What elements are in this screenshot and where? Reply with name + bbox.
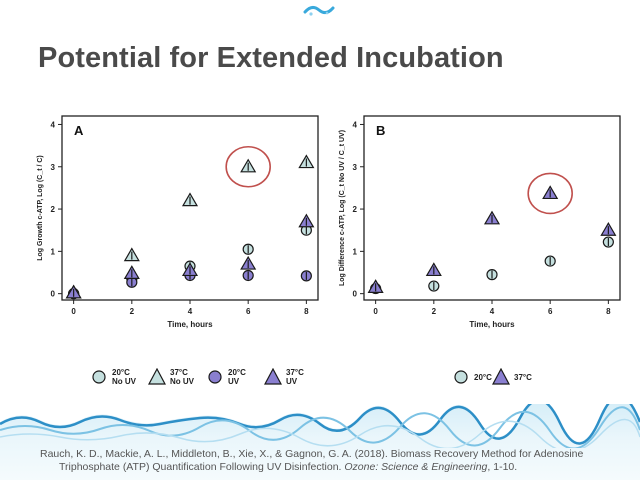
legend-triangle-icon (148, 368, 166, 385)
citation: Rauch, K. D., Mackie, A. L., Middleton, … (40, 448, 620, 474)
legend-a-item: 37°C No UV (148, 368, 194, 386)
legend-triangle-icon (264, 368, 282, 385)
panel-a-highlight-circle (225, 145, 271, 188)
legend-a-label: 20°C No UV (112, 368, 136, 386)
legend-a-label: 20°C UV (228, 368, 246, 386)
panel-b-ylabel: Log Difference c-ATP, Log (C_t No UV / C… (339, 130, 346, 286)
panel-a-xtick-label: 6 (246, 307, 251, 316)
panel-a-xtick-label: 4 (188, 307, 193, 316)
legend-a-label: 37°C No UV (170, 368, 194, 386)
panel-a-ytick-label: 0 (51, 290, 56, 299)
legend-b-label: 20°C (474, 372, 492, 382)
legend-b-label: 37°C (514, 372, 532, 382)
wave-logo-icon (303, 5, 335, 16)
slide-title: Potential for Extended Incubation (38, 42, 504, 74)
legend-b: 20°C 37°C (452, 368, 572, 394)
panel-b-ytick-label: 4 (353, 120, 358, 129)
legend-a-item: 20°C No UV (90, 368, 136, 386)
citation-journal: Ozone: Science & Engineering (344, 461, 488, 473)
panel-b-ytick-label: 2 (353, 205, 358, 214)
water-waves (0, 404, 640, 448)
panel-a-xlabel: Time, hours (167, 320, 213, 329)
panel-a-ytick-label: 3 (51, 163, 56, 172)
legend-a-item: 20°C UV (206, 368, 246, 386)
citation-line-2-prefix: Triphosphate (ATP) Quantification Follow… (59, 461, 342, 473)
citation-line-1: Rauch, K. D., Mackie, A. L., Middleton, … (40, 448, 584, 460)
panel-b-xtick-label: 4 (490, 307, 495, 316)
panel-a-ytick-label: 1 (51, 247, 56, 256)
panel-a-xtick-label: 2 (130, 307, 135, 316)
panel-b-xtick-label: 0 (373, 307, 378, 316)
legend-b-item: 20°C (452, 368, 492, 386)
panel-a-ytick-label: 2 (51, 205, 56, 214)
water-footer (0, 404, 640, 480)
legend-circle-icon (454, 370, 468, 384)
panel-a-label: A (74, 123, 84, 138)
panel-a: A 0 2 4 6 8 0 1 2 3 4 Time, hours Log Growth c-ATP, … (37, 115, 319, 329)
panel-a-ylabel: Log Growth c-ATP, Log (C_t / C) (37, 155, 44, 261)
panel-a-xtick-label: 8 (304, 307, 309, 316)
legend-a-label: 37°C UV (286, 368, 304, 386)
citation-line-2: Triphosphate (ATP) Quantification Follow… (40, 461, 620, 474)
legend-a-item: 37°C UV (264, 368, 304, 386)
panel-b-ytick-label: 3 (353, 163, 358, 172)
legend-b-item: 37°C (492, 368, 532, 386)
panel-b-ytick-label: 1 (353, 247, 358, 256)
panel-b-highlight-circle (527, 172, 573, 215)
legend-circle-icon (92, 370, 106, 384)
panel-b-xtick-label: 6 (548, 307, 553, 316)
panel-b-ytick-label: 0 (353, 290, 358, 299)
panel-b-xtick-label: 8 (606, 307, 611, 316)
panel-b-xlabel: Time, hours (469, 320, 515, 329)
panel-a-ytick-label: 4 (51, 120, 56, 129)
legend-circle-icon (208, 370, 222, 384)
legend-triangle-icon (492, 368, 510, 385)
panel-a-xtick-label: 0 (71, 307, 76, 316)
citation-line-2-suffix: , 1-10. (487, 461, 518, 473)
legend-a: 20°C No UV 37°C No UV 20°C UV 37°C UV (90, 368, 320, 394)
panel-b: B 0 2 4 6 8 0 1 2 3 4 Time, hours Log Difference c-A… (339, 115, 621, 329)
panel-b-label: B (376, 123, 385, 138)
panel-b-xtick-label: 2 (432, 307, 437, 316)
